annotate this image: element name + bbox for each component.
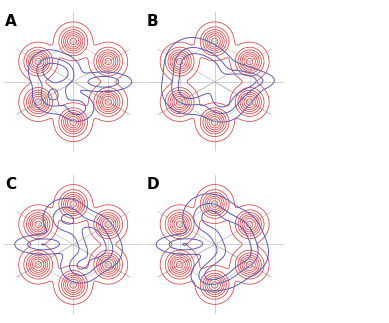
Text: B: B [147, 14, 158, 29]
Text: A: A [5, 14, 17, 29]
Text: C: C [5, 176, 16, 192]
Text: D: D [147, 176, 159, 192]
